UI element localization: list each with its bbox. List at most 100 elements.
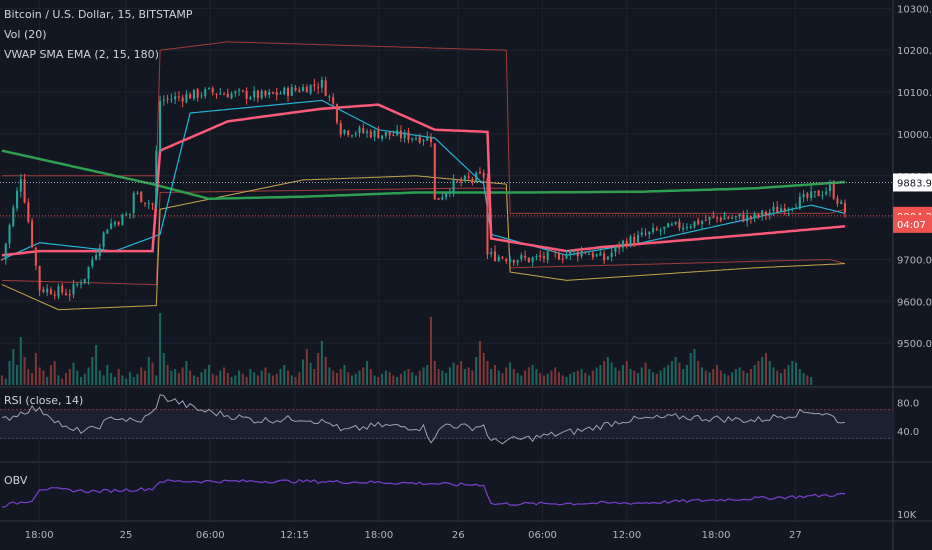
candle-body <box>19 179 22 192</box>
volume-bar <box>509 362 512 385</box>
price-tick-label: 10100.00 <box>897 88 932 99</box>
time-tick-label: 18:00 <box>702 530 731 541</box>
candle-body <box>253 90 256 98</box>
volume-bar <box>362 367 365 385</box>
candle-body <box>554 251 557 253</box>
candle-body <box>542 256 545 259</box>
candle-body <box>283 87 286 94</box>
volume-bar <box>264 367 267 385</box>
candle-body <box>211 88 214 93</box>
volume-bar <box>403 370 406 385</box>
candle-body <box>441 197 444 200</box>
candle-body <box>27 202 30 222</box>
candle-body <box>388 131 391 136</box>
volume-bar <box>260 370 263 385</box>
candle-body <box>509 259 512 262</box>
volume-bar <box>174 369 177 385</box>
volume-bar <box>580 369 583 385</box>
candle-body <box>23 179 26 203</box>
volume-bar <box>83 373 86 385</box>
candle-body <box>177 96 180 98</box>
volume-bar <box>211 373 214 385</box>
candle-body <box>437 197 440 200</box>
rsi-tick-label: 40.0 <box>897 427 919 438</box>
sma-15-line <box>1 99 846 261</box>
obv-line <box>1 478 846 508</box>
volume-bar <box>539 373 542 385</box>
volume-bar <box>271 375 274 385</box>
volume-bar <box>497 370 500 385</box>
volume-bar <box>4 378 7 385</box>
volume-bar <box>192 375 195 385</box>
volume-bar <box>324 357 327 385</box>
volume-bar <box>475 357 478 385</box>
candle-body <box>38 266 41 291</box>
candle-body <box>734 216 737 218</box>
candle-body <box>354 133 357 135</box>
candle-body <box>264 90 267 96</box>
volume-bar <box>734 369 737 385</box>
candle-body <box>546 251 549 260</box>
candle-body <box>802 194 805 198</box>
volume-bar <box>350 375 354 385</box>
candle-body <box>685 227 688 229</box>
time-tick-label: 06:00 <box>196 530 225 541</box>
volume-bar <box>42 370 45 385</box>
candle-body <box>76 283 79 286</box>
volume-bar <box>802 373 805 385</box>
volume-bar <box>655 373 658 385</box>
candle-body <box>80 283 83 285</box>
candle-body <box>117 222 120 225</box>
candle-body <box>573 250 576 253</box>
volume-bar <box>335 373 338 385</box>
volume-bar <box>610 362 613 385</box>
volume-bar <box>573 372 576 385</box>
candle-body <box>840 201 843 204</box>
candle-body <box>339 123 342 135</box>
candle-body <box>125 214 128 216</box>
volume-bar <box>501 373 504 385</box>
candle-body <box>599 252 602 256</box>
price-tick-label: 9500.00 <box>897 339 932 350</box>
volume-bar <box>746 373 749 385</box>
volume-bar <box>520 375 523 385</box>
candle-body <box>31 220 34 248</box>
candle-body <box>418 137 421 143</box>
volume-legend: Vol (20) <box>4 28 47 41</box>
volume-bar <box>776 370 779 385</box>
vwap-line <box>1 103 846 257</box>
candle-body <box>238 90 241 92</box>
candle-body <box>576 251 579 257</box>
candle-body <box>4 243 7 260</box>
candle-body <box>219 93 222 95</box>
candle-body <box>260 90 263 98</box>
candle-body <box>189 94 192 99</box>
candle-body <box>727 217 730 219</box>
candle-body <box>445 193 448 198</box>
candle-body <box>764 211 767 216</box>
price-tick-label: 9700.00 <box>897 255 932 266</box>
volume-bar <box>456 365 459 385</box>
envelope-line <box>1 175 846 311</box>
volume-bar <box>200 372 203 385</box>
volume-bar <box>727 375 730 385</box>
volume-bar <box>414 375 418 385</box>
candle-body <box>290 86 293 96</box>
volume-bar <box>106 365 109 385</box>
candle-body <box>324 80 327 96</box>
volume-bar <box>441 370 444 385</box>
candle-body <box>505 259 508 261</box>
volume-bar <box>121 375 124 385</box>
candle-body <box>539 255 542 257</box>
volume-bar <box>347 372 350 385</box>
candle-layer <box>0 76 847 302</box>
volume-bar <box>471 370 474 385</box>
volume-bar <box>516 373 519 385</box>
volume-bar <box>76 370 79 385</box>
candle-body <box>791 208 794 210</box>
volume-bar <box>286 370 290 385</box>
volume-bar <box>779 373 783 385</box>
candle-body <box>298 89 301 92</box>
volume-bar <box>279 369 282 385</box>
candle-body <box>411 138 414 140</box>
